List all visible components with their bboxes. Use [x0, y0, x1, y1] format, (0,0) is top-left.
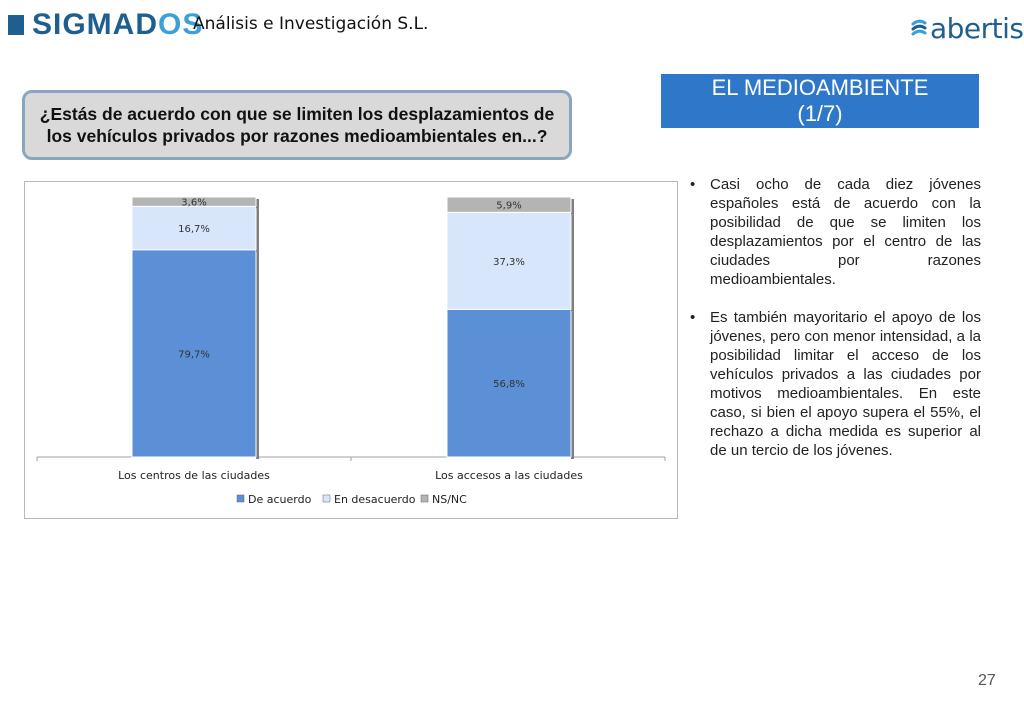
legend-label: De acuerdo [248, 493, 312, 506]
chart-canvas: 79,7% 16,7% 3,6% Los centros de las ciudade… [36, 196, 666, 506]
commentary-item: • Es también mayoritario el apoyo de los … [690, 308, 981, 460]
stacked-bar-chart: 79,7% 16,7% 3,6% Los centros de las ciudade… [24, 181, 678, 519]
data-label: 5,9% [496, 201, 521, 212]
category-label: Los centros de las ciudades [118, 469, 270, 482]
bar-segment [131, 205, 257, 251]
commentary-item: • Casi ocho de cada diez jóvenes españole… [690, 175, 981, 289]
bar-shadow [256, 199, 259, 209]
bar-segment [131, 196, 257, 207]
data-label: 56,8% [493, 379, 525, 390]
legend-label: En desacuerdo [334, 493, 416, 506]
page-number: 27 [978, 672, 996, 689]
commentary-text: Es también mayoritario el apoyo de los j… [710, 309, 981, 459]
company-subtitle: Análisis e Investigación S.L. [193, 14, 429, 34]
data-label: 3,6% [181, 198, 206, 209]
bullet-icon: • [690, 176, 696, 193]
abertis-swirl-icon [911, 19, 927, 35]
commentary-list: • Casi ocho de cada diez jóvenes españole… [690, 175, 981, 479]
bar-shadow [571, 199, 574, 215]
bar-segment [131, 249, 257, 458]
legend-label: NS/NC [432, 493, 467, 506]
sigmados-square-icon [8, 15, 24, 35]
data-label: 16,7% [178, 224, 210, 235]
sigmados-logo: SIGMADOS [8, 8, 203, 42]
bar-shadow [571, 214, 574, 312]
section-title-line2: (1/7) [797, 101, 843, 126]
bar-segment [446, 196, 572, 213]
survey-question: ¿Estás de acuerdo con que se limiten los… [22, 90, 572, 160]
section-title: EL MEDIOAMBIENTE (1/7) [661, 74, 979, 128]
abertis-wordmark: abertis [930, 12, 1024, 45]
bullet-icon: • [690, 309, 696, 326]
bar-segment [446, 211, 572, 310]
abertis-logo: abertis [910, 12, 1024, 45]
data-label: 79,7% [178, 349, 210, 360]
bar-shadow [256, 251, 259, 459]
legend-swatch [236, 494, 245, 503]
category-label: Los accesos a las ciudades [435, 469, 583, 482]
section-title-line1: EL MEDIOAMBIENTE [711, 75, 929, 100]
commentary-text: Casi ocho de cada diez jóvenes españoles… [710, 176, 981, 288]
bar-shadow [256, 208, 259, 252]
legend-swatch [420, 494, 429, 503]
legend-swatch [322, 494, 331, 503]
bar-shadow [571, 311, 574, 459]
bar-segment [446, 308, 572, 458]
data-label: 37,3% [493, 257, 525, 268]
sigmados-wordmark: SIGMADOS [32, 8, 204, 41]
